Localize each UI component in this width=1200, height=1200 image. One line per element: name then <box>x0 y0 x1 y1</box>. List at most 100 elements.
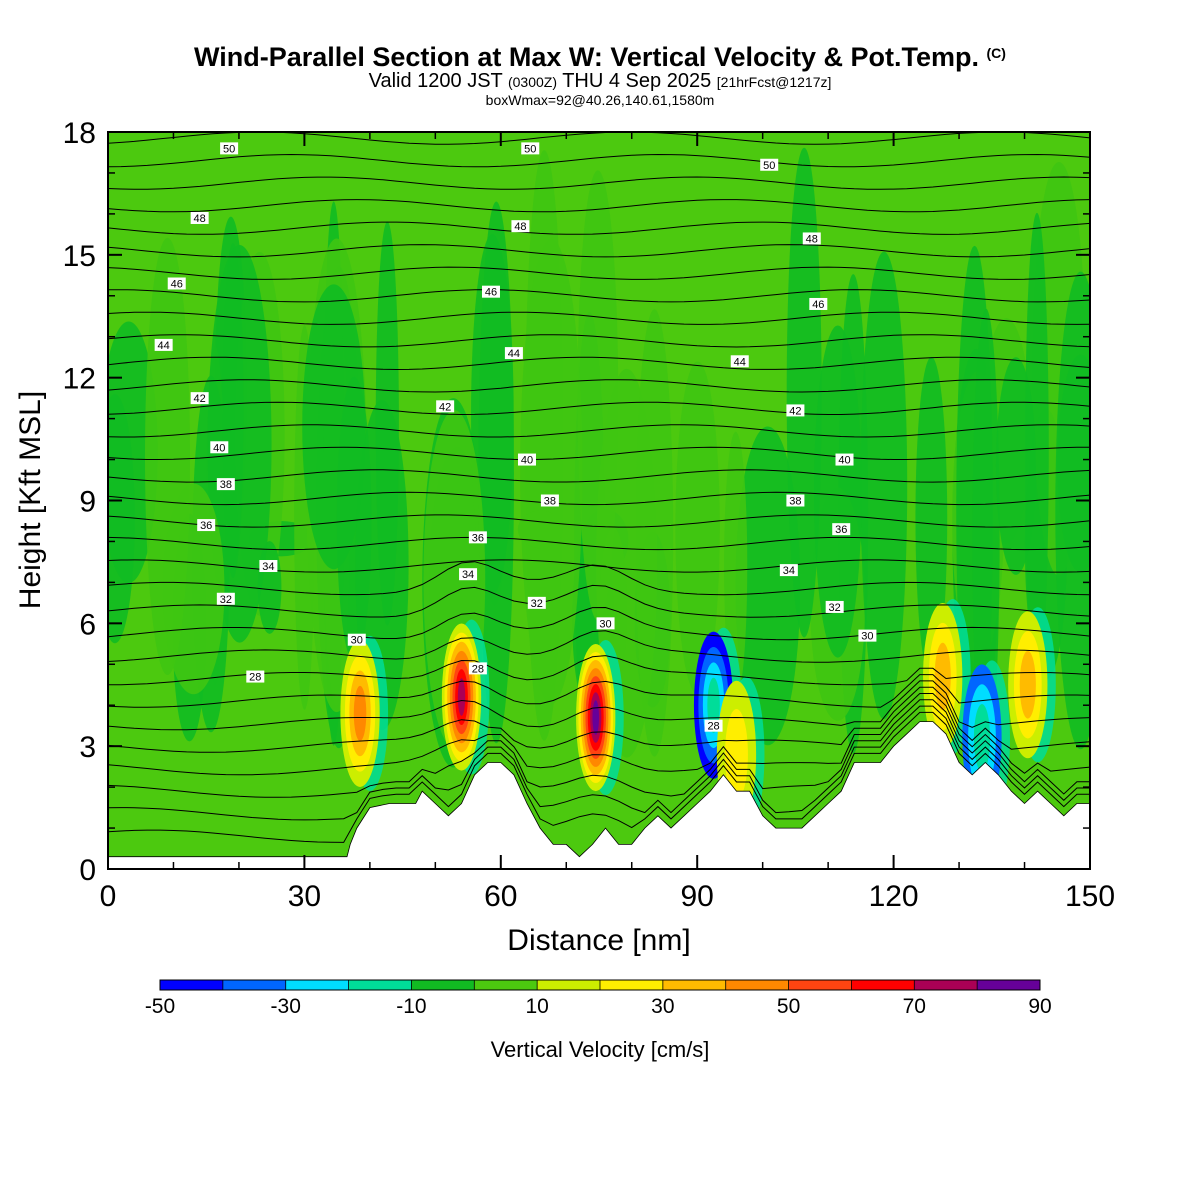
contour-label-box <box>347 633 366 646</box>
theta-contour-line <box>108 334 1090 348</box>
field-streak <box>1055 271 1090 750</box>
contour-label: 32 <box>216 592 235 606</box>
contour-label-box <box>802 232 821 245</box>
colorbar-swatch <box>725 980 790 990</box>
velocity-contour <box>707 677 720 733</box>
theta-contour-line <box>108 176 1090 190</box>
colorbar-swatch <box>348 980 412 990</box>
colorbar-swatch <box>160 980 224 990</box>
theta-contour-line <box>108 491 1090 506</box>
contour-label: 32 <box>825 600 844 614</box>
field-streak <box>972 308 1000 767</box>
contour-label-text: 30 <box>351 635 363 647</box>
contour-label-text: 36 <box>200 520 212 532</box>
contour-label-box <box>730 355 749 368</box>
contour-label: 34 <box>779 564 798 577</box>
contour-label-box <box>167 277 186 290</box>
contour-label-text: 48 <box>806 233 818 245</box>
velocity-contour <box>592 700 600 735</box>
field-streak <box>814 325 862 658</box>
field-streak <box>635 309 674 757</box>
contour-label-text: 48 <box>194 213 206 225</box>
theta-contour-line <box>108 693 1090 776</box>
contour-label-text: 42 <box>439 401 451 413</box>
contour-label-text: 48 <box>514 221 526 233</box>
colorbar-swatch <box>474 980 538 990</box>
colorbar-swatch <box>537 980 601 990</box>
contour-label: 44 <box>154 338 173 352</box>
field-streak <box>860 251 908 720</box>
forecast-info: [21hrFcst@1217z] <box>716 74 832 90</box>
axis-ticks <box>107 131 1091 870</box>
contour-label-text: 38 <box>789 496 801 508</box>
x-tick-label: 0 <box>100 880 117 913</box>
contour-label-box <box>809 297 828 310</box>
x-tick-label: 60 <box>484 880 517 913</box>
colorbar-tick-label: -10 <box>396 995 426 1018</box>
contour-label-text: 32 <box>829 602 841 614</box>
contour-label-box <box>246 670 265 683</box>
contour-label-text: 36 <box>472 532 484 544</box>
valid-zulu: (0300Z) <box>507 74 558 90</box>
x-tick-label: 150 <box>1065 880 1115 913</box>
colorbar-swatch <box>851 980 915 990</box>
theta-contour-line <box>108 244 1090 258</box>
box-wmax-info: boxWmax=92@40.26,140.61,1580m <box>485 92 715 108</box>
contour-label-box <box>190 392 209 405</box>
chart-title: Wind-Parallel Section at Max W: Vertical… <box>0 42 1200 73</box>
theta-contour-line <box>108 536 1090 551</box>
theta-contour-line <box>108 379 1090 393</box>
colorbar-swatch <box>914 980 978 990</box>
contour-labels: 50 50 50 48 48 48 46 46 46 44 44 44 42 42 42 40 40 40 38 38… <box>154 142 877 733</box>
velocity-cells <box>340 599 1056 832</box>
field-streak <box>735 426 801 746</box>
theta-contour-line <box>108 680 1090 731</box>
contour-label-box <box>481 285 500 298</box>
contour-label-text: 36 <box>835 524 847 536</box>
contour-label-text: 34 <box>462 569 474 581</box>
theta-contour-line <box>108 606 1090 641</box>
theta-contour-line <box>108 289 1090 303</box>
y-tick-label: 0 <box>79 854 96 887</box>
theta-contour-line <box>108 705 1090 821</box>
contour-label-box <box>210 441 229 454</box>
contour-label: 46 <box>481 285 500 299</box>
contour-label-text: 46 <box>485 287 497 299</box>
theta-contour-line <box>108 469 1090 483</box>
contour-label: 48 <box>190 211 209 225</box>
field-streak <box>517 510 563 549</box>
theta-contour-line <box>108 446 1090 461</box>
contour-label-box <box>511 220 530 233</box>
velocity-contour <box>457 678 466 716</box>
contour-label: 48 <box>802 232 821 245</box>
colorbar-tick-label: -50 <box>145 995 175 1018</box>
contour-label-box <box>832 523 851 536</box>
y-tick-label: 3 <box>79 731 96 764</box>
colorbar-label: Vertical Velocity [cm/s] <box>490 1037 710 1062</box>
velocity-streaks <box>108 147 1090 775</box>
contour-label-box <box>704 719 723 732</box>
theta-contour-line <box>108 221 1090 235</box>
contour-label: 36 <box>197 519 216 532</box>
contour-label-text: 28 <box>472 663 484 675</box>
theta-contour-line <box>108 514 1090 528</box>
contour-label-text: 46 <box>812 299 824 311</box>
contour-label-box <box>540 494 559 507</box>
contour-label: 38 <box>540 494 559 508</box>
colorbar-swatch <box>285 980 350 990</box>
contour-label-text: 32 <box>531 598 543 610</box>
contour-label: 30 <box>347 633 366 647</box>
y-tick-label: 18 <box>63 117 96 150</box>
contour-label-box <box>527 596 546 609</box>
contour-label-box <box>459 568 478 581</box>
theta-contour-line <box>108 199 1090 213</box>
colorbar: -50 -30 -10 10 30 50 70 90 <box>145 979 1052 1018</box>
contour-label: 48 <box>511 220 530 233</box>
contour-label-box <box>779 564 798 577</box>
contour-label: 44 <box>504 347 523 360</box>
theta-contour-line <box>108 561 1090 596</box>
contour-label-text: 42 <box>789 405 801 417</box>
contour-label-text: 42 <box>194 393 206 405</box>
